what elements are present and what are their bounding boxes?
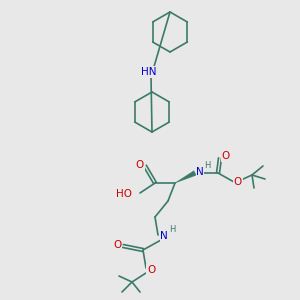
Text: O: O	[234, 177, 242, 187]
Polygon shape	[175, 171, 196, 183]
Text: O: O	[222, 151, 230, 161]
Text: N: N	[160, 231, 168, 241]
Text: HN: HN	[141, 67, 157, 77]
Text: O: O	[147, 265, 155, 275]
Text: H: H	[204, 161, 210, 170]
Text: O: O	[136, 160, 144, 170]
Text: HO: HO	[116, 189, 132, 199]
Text: H: H	[169, 226, 175, 235]
Text: N: N	[196, 167, 204, 177]
Text: O: O	[113, 240, 121, 250]
